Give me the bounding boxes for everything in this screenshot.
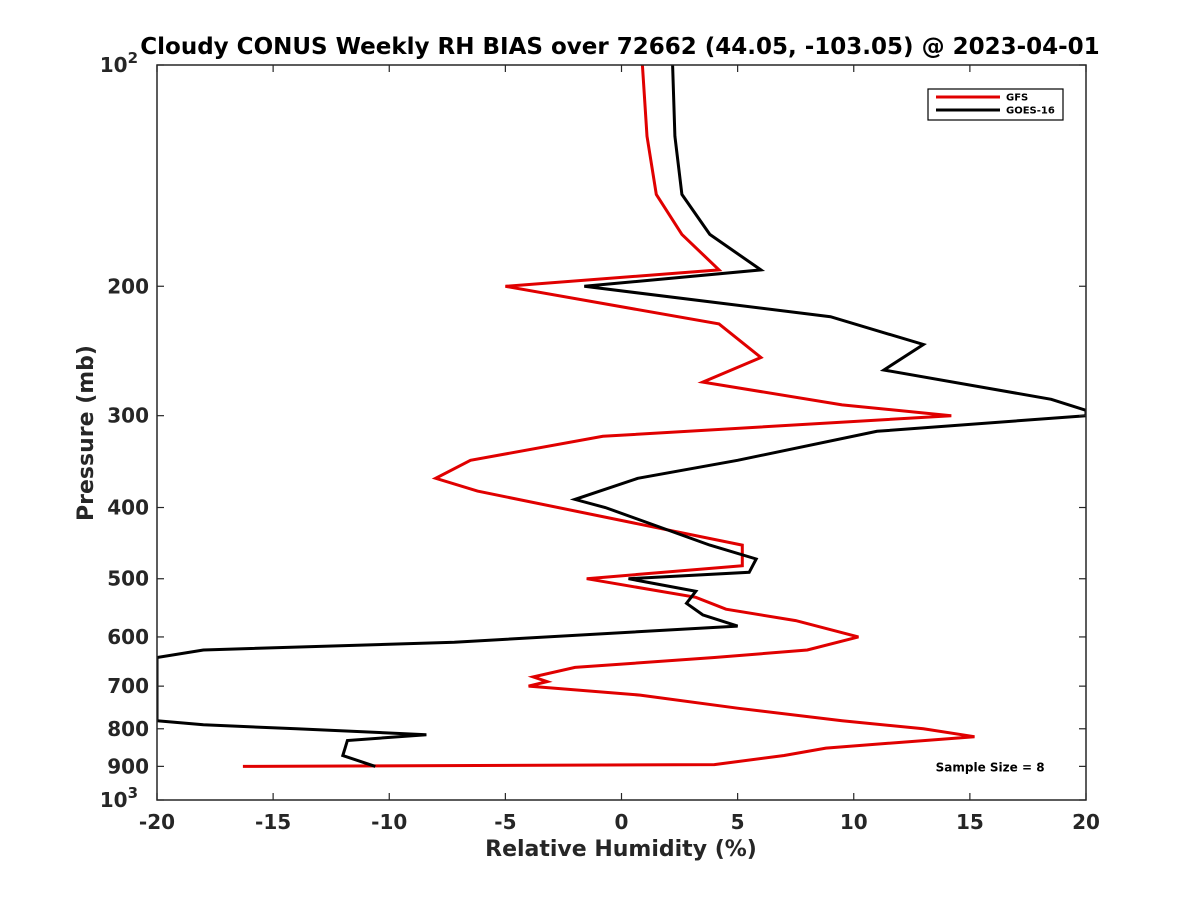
y-tick-label: 500 (107, 567, 149, 591)
y-tick-label: 900 (107, 754, 149, 778)
series-line-goes-16 (157, 65, 1086, 768)
y-tick-label: 600 (107, 625, 149, 649)
x-tick-label: -5 (494, 810, 516, 834)
x-tick-label: -15 (255, 810, 291, 834)
legend-label: GFS (1006, 93, 1028, 104)
x-tick-label: 20 (1072, 810, 1100, 834)
series-layer (157, 65, 1086, 768)
y-axis-label: Pressure (mb) (74, 345, 99, 521)
chart-title: Cloudy CONUS Weekly RH BIAS over 72662 (… (140, 34, 1099, 60)
y-tick-label: 102 (100, 49, 138, 77)
annotations: Sample Size = 8 (936, 760, 1045, 774)
x-tick-label: -10 (371, 810, 407, 834)
x-tick-label: 5 (731, 810, 745, 834)
legend: GFS GOES-16 (927, 88, 1064, 121)
x-tick-label: 10 (840, 810, 868, 834)
y-tick-label: 300 (107, 404, 149, 428)
y-tick-label: 200 (107, 274, 149, 298)
x-axis-label: Relative Humidity (%) (485, 837, 757, 862)
x-tick-label: 15 (956, 810, 984, 834)
legend-box (927, 88, 1064, 121)
plot-frame (156, 64, 1087, 801)
x-tick-label: 0 (615, 810, 629, 834)
y-tick-label: 103 (100, 784, 138, 812)
x-tick-label: -20 (139, 810, 175, 834)
series-line-gfs (242, 65, 975, 768)
y-tick-label: 800 (107, 717, 149, 741)
sample-size-annotation: Sample Size = 8 (936, 760, 1045, 774)
y-tick-label: 700 (107, 674, 149, 698)
x-axis-ticks: -20 -15 -10 -5 0 5 10 15 20 (139, 65, 1100, 834)
legend-label: GOES-16 (1006, 106, 1055, 117)
y-axis-ticks: 102 200 300 400 500 600 700 800 900 103 (100, 49, 1086, 812)
y-tick-label: 400 (107, 496, 149, 520)
